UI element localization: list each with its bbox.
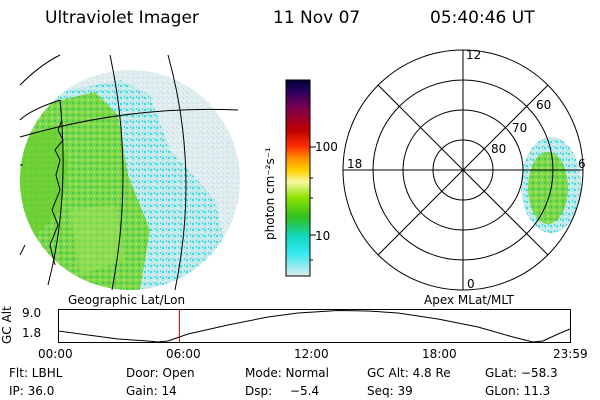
apex-caption: Apex MLat/MLT bbox=[424, 293, 514, 307]
colorbar-unit-label: photon cm⁻²s⁻¹ bbox=[263, 147, 277, 240]
polar-plot bbox=[342, 49, 584, 291]
glon-status: GLon: 11.3 bbox=[485, 384, 551, 398]
mlt-label-0: 0 bbox=[467, 277, 475, 291]
color-bar bbox=[285, 79, 316, 277]
altitude-xtick-0000: 00:00 bbox=[38, 347, 73, 361]
time-label: 05:40:46 UT bbox=[430, 8, 535, 28]
seq-status: Seq: 39 bbox=[367, 384, 413, 398]
lat-label-70: 70 bbox=[512, 121, 528, 135]
mlt-label-6: 6 bbox=[578, 157, 586, 171]
instrument-title: Ultraviolet Imager bbox=[45, 8, 199, 28]
altitude-xtick-0600: 06:00 bbox=[166, 347, 201, 361]
altitude-ylabel: GC Alt bbox=[0, 306, 14, 344]
filter-status: Flt: LBHL bbox=[9, 366, 63, 380]
dsp-label: Dsp: bbox=[245, 384, 273, 398]
mlt-label-18: 18 bbox=[347, 157, 363, 171]
geographic-caption: Geographic Lat/Lon bbox=[68, 293, 186, 307]
mlt-label-12: 12 bbox=[466, 48, 482, 62]
lat-label-60: 60 bbox=[536, 98, 552, 112]
date-label: 11 Nov 07 bbox=[273, 8, 361, 28]
altitude-plot bbox=[58, 309, 571, 343]
lat-label-80: 80 bbox=[491, 142, 507, 156]
colorbar-tick-10: 10 bbox=[315, 229, 331, 243]
dsp-value: −5.4 bbox=[290, 384, 320, 398]
ip-status: IP: 36.0 bbox=[9, 384, 55, 398]
colorbar-tick-100: 100 bbox=[315, 140, 338, 154]
gc-alt-status: GC Alt: 4.8 Re bbox=[367, 366, 451, 380]
mode-status: Mode: Normal bbox=[245, 366, 329, 380]
glat-status: GLat: −58.3 bbox=[485, 366, 558, 380]
altitude-xtick-1200: 12:00 bbox=[294, 347, 329, 361]
altitude-ytick-top: 9.0 bbox=[22, 306, 42, 320]
altitude-ytick-bottom: 1.8 bbox=[22, 326, 42, 340]
gain-status: Gain: 14 bbox=[126, 384, 177, 398]
altitude-xtick-2359: 23:59 bbox=[553, 347, 588, 361]
door-status: Door: Open bbox=[126, 366, 195, 380]
altitude-xtick-1800: 18:00 bbox=[422, 347, 457, 361]
